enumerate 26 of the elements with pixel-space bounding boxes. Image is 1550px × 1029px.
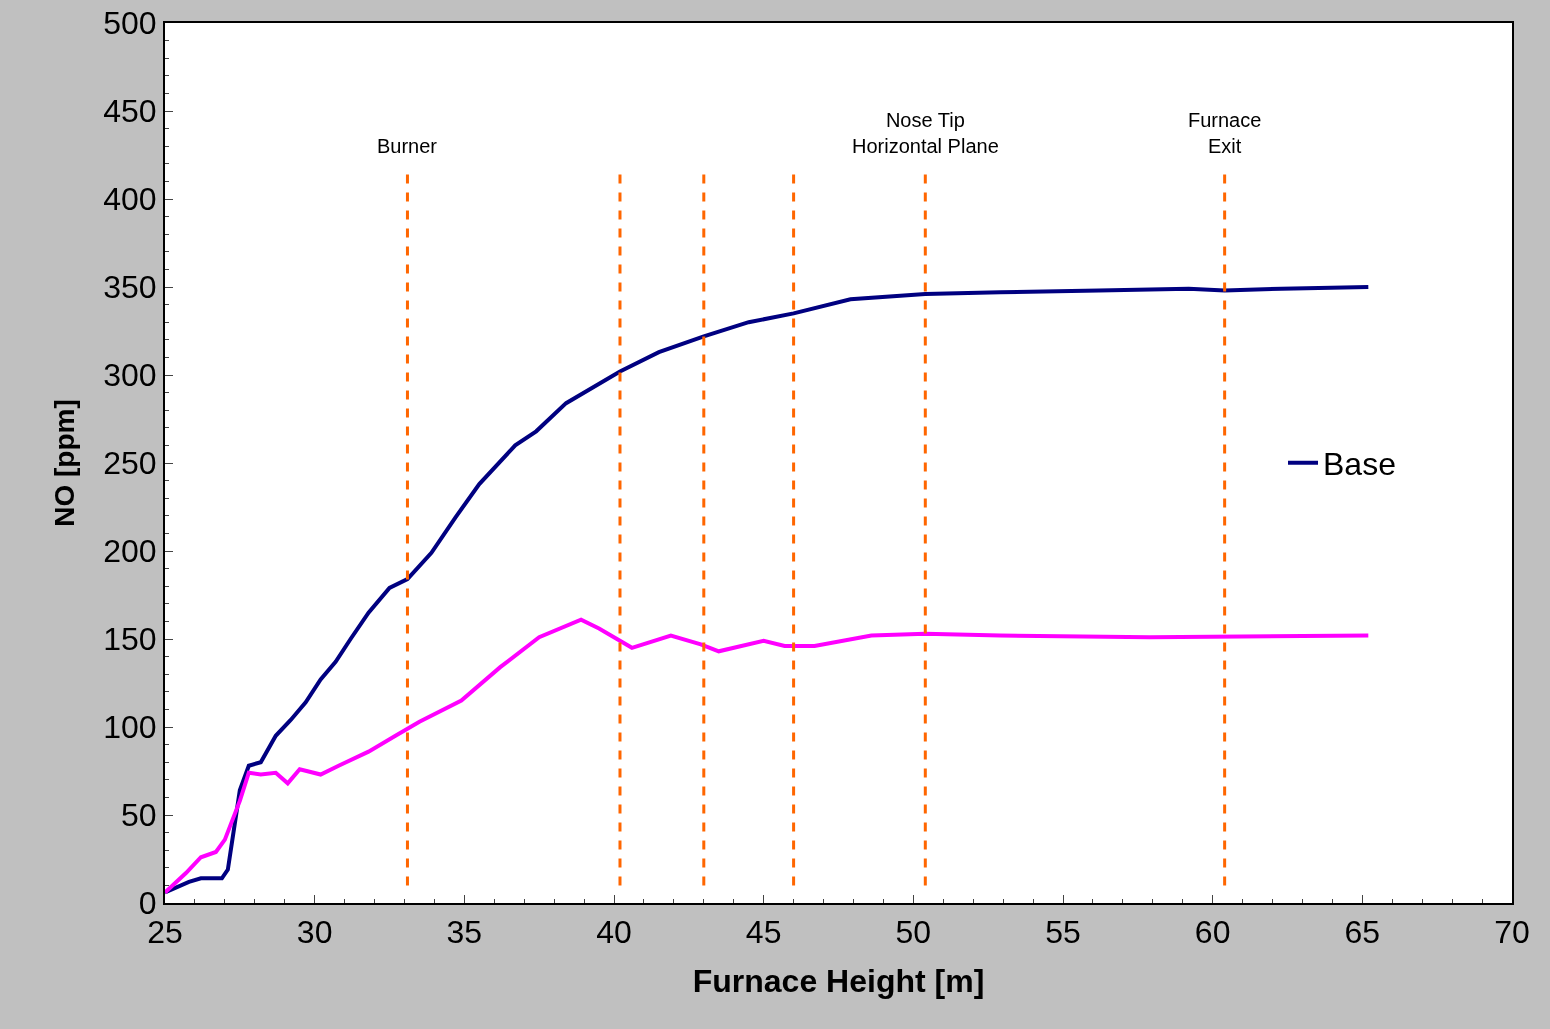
- x-tick-label: 35: [446, 914, 483, 951]
- line-series: [165, 617, 1371, 895]
- x-tick-label: 50: [895, 914, 932, 951]
- legend-label: Base: [1323, 446, 1396, 483]
- y-tick-label: 450: [103, 93, 157, 130]
- y-tick-label: 100: [103, 709, 157, 746]
- x-tick-label: 40: [596, 914, 632, 951]
- ref-line-label: Nose Tip Horizontal Plane: [852, 109, 999, 157]
- y-tick-label: 50: [121, 797, 157, 834]
- y-axis-title: NO [ppm]: [49, 399, 81, 527]
- y-tick-label: 350: [103, 269, 157, 306]
- x-tick-label: 55: [1045, 914, 1081, 951]
- ref-line-label: Burner: [377, 135, 438, 157]
- y-tick-label: 400: [103, 181, 157, 218]
- y-tick-label: 300: [103, 357, 157, 394]
- x-tick-label: 60: [1194, 914, 1231, 951]
- ref-line-label: Furnace Exit: [1188, 109, 1262, 157]
- x-axis-title: Furnace Height [m]: [692, 962, 985, 999]
- y-tick-label: 500: [103, 5, 157, 42]
- x-tick-label: 65: [1344, 914, 1381, 951]
- x-tick-label: 45: [745, 914, 782, 951]
- y-tick-label: 250: [103, 445, 157, 482]
- x-tick-label: 70: [1494, 914, 1530, 951]
- y-tick-label: 200: [103, 533, 157, 570]
- y-tick-label: 150: [103, 621, 157, 658]
- x-tick-label: 30: [296, 914, 333, 951]
